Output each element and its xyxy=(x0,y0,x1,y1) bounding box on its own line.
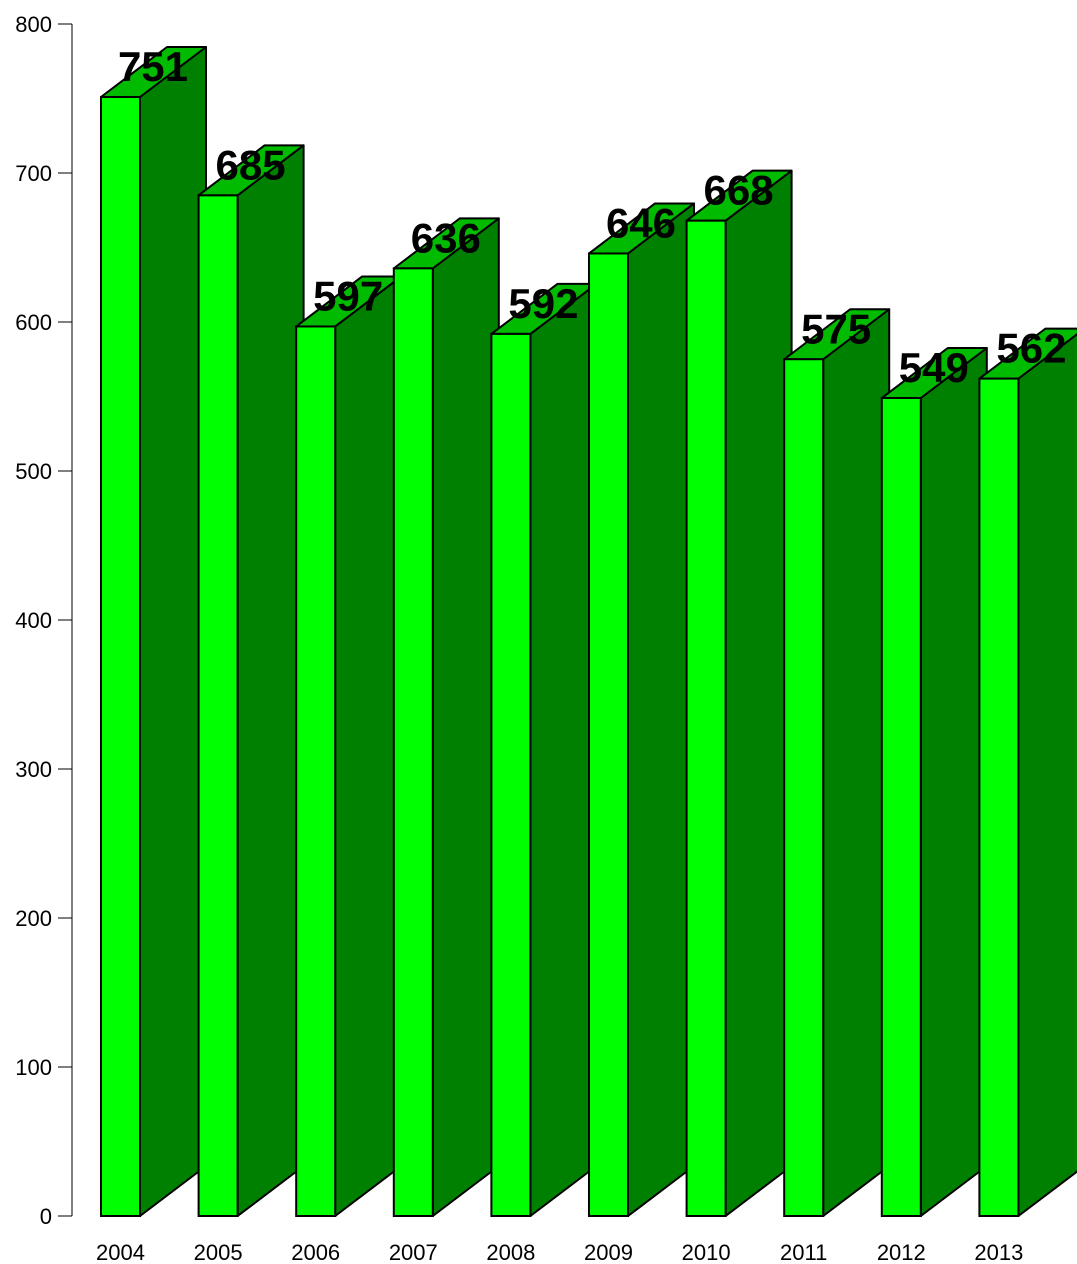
data-label: 636 xyxy=(411,214,481,261)
x-tick-label: 2008 xyxy=(486,1240,535,1264)
y-tick-label: 500 xyxy=(15,459,52,484)
bar-front xyxy=(880,396,922,1217)
y-tick-label: 700 xyxy=(15,161,52,186)
data-label: 685 xyxy=(216,141,286,188)
bar-side xyxy=(236,144,305,1217)
data-label: 562 xyxy=(996,325,1066,372)
bar-front xyxy=(685,219,727,1217)
x-tick-label: 2010 xyxy=(682,1240,731,1264)
bar-front xyxy=(490,332,532,1218)
data-label: 751 xyxy=(118,43,188,90)
bar-2008 xyxy=(490,282,598,1218)
bar-side xyxy=(334,275,403,1217)
x-axis-labels: 2004 2005 2006 2007 2008 2009 2010 2011 2012 2013 xyxy=(96,1240,1023,1264)
y-tick-label: 300 xyxy=(15,757,52,782)
bar-front xyxy=(295,325,337,1218)
bar-front xyxy=(588,252,629,1217)
data-label: 575 xyxy=(801,305,871,352)
y-tick-label: 400 xyxy=(15,608,52,633)
value-labels: 751 685 597 636 592 646 668 575 549 562 xyxy=(118,43,1066,391)
y-tick-label: 0 xyxy=(40,1204,52,1229)
bar-side xyxy=(724,169,793,1217)
bar-front xyxy=(783,358,825,1217)
bar-side xyxy=(529,282,598,1217)
bar-side xyxy=(431,217,500,1217)
bar-2005 xyxy=(197,144,305,1218)
data-label: 549 xyxy=(899,344,969,391)
x-tick-label: 2006 xyxy=(291,1240,340,1264)
bar-2007 xyxy=(392,217,500,1217)
x-tick-label: 2011 xyxy=(780,1240,827,1264)
bar-side xyxy=(139,46,207,1217)
data-label: 646 xyxy=(606,199,676,246)
bar-side xyxy=(627,202,695,1217)
bar-2013 xyxy=(978,327,1077,1217)
bar-2012 xyxy=(880,346,988,1217)
x-tick-label: 2007 xyxy=(389,1240,438,1264)
x-tick-label: 2012 xyxy=(877,1240,926,1264)
y-tick-label: 600 xyxy=(15,310,52,335)
y-tick-label: 800 xyxy=(15,12,52,37)
y-axis: 0 100 200 300 400 500 600 700 800 xyxy=(15,12,73,1229)
x-tick-label: 2004 xyxy=(96,1240,145,1264)
bar-2004 xyxy=(100,46,207,1217)
data-label: 592 xyxy=(508,280,578,327)
x-tick-label: 2005 xyxy=(194,1240,243,1264)
bar-side xyxy=(919,346,988,1217)
x-tick-label: 2009 xyxy=(584,1240,633,1264)
bar-front xyxy=(100,96,141,1217)
y-tick-label: 200 xyxy=(15,906,52,931)
y-tick-label: 100 xyxy=(15,1055,52,1080)
bar-front xyxy=(197,194,239,1218)
bar-side xyxy=(1017,332,1077,1217)
bar-2006 xyxy=(295,275,403,1218)
x-tick-label: 2013 xyxy=(974,1240,1023,1264)
data-label: 597 xyxy=(313,272,383,319)
bar-2010 xyxy=(685,169,793,1217)
bars xyxy=(100,46,1077,1218)
bar-2011 xyxy=(783,308,891,1217)
data-label: 668 xyxy=(704,167,774,214)
bar-side xyxy=(822,308,891,1217)
bar-front xyxy=(978,377,1020,1217)
bar-2009 xyxy=(588,202,695,1217)
bar-front xyxy=(392,267,434,1217)
